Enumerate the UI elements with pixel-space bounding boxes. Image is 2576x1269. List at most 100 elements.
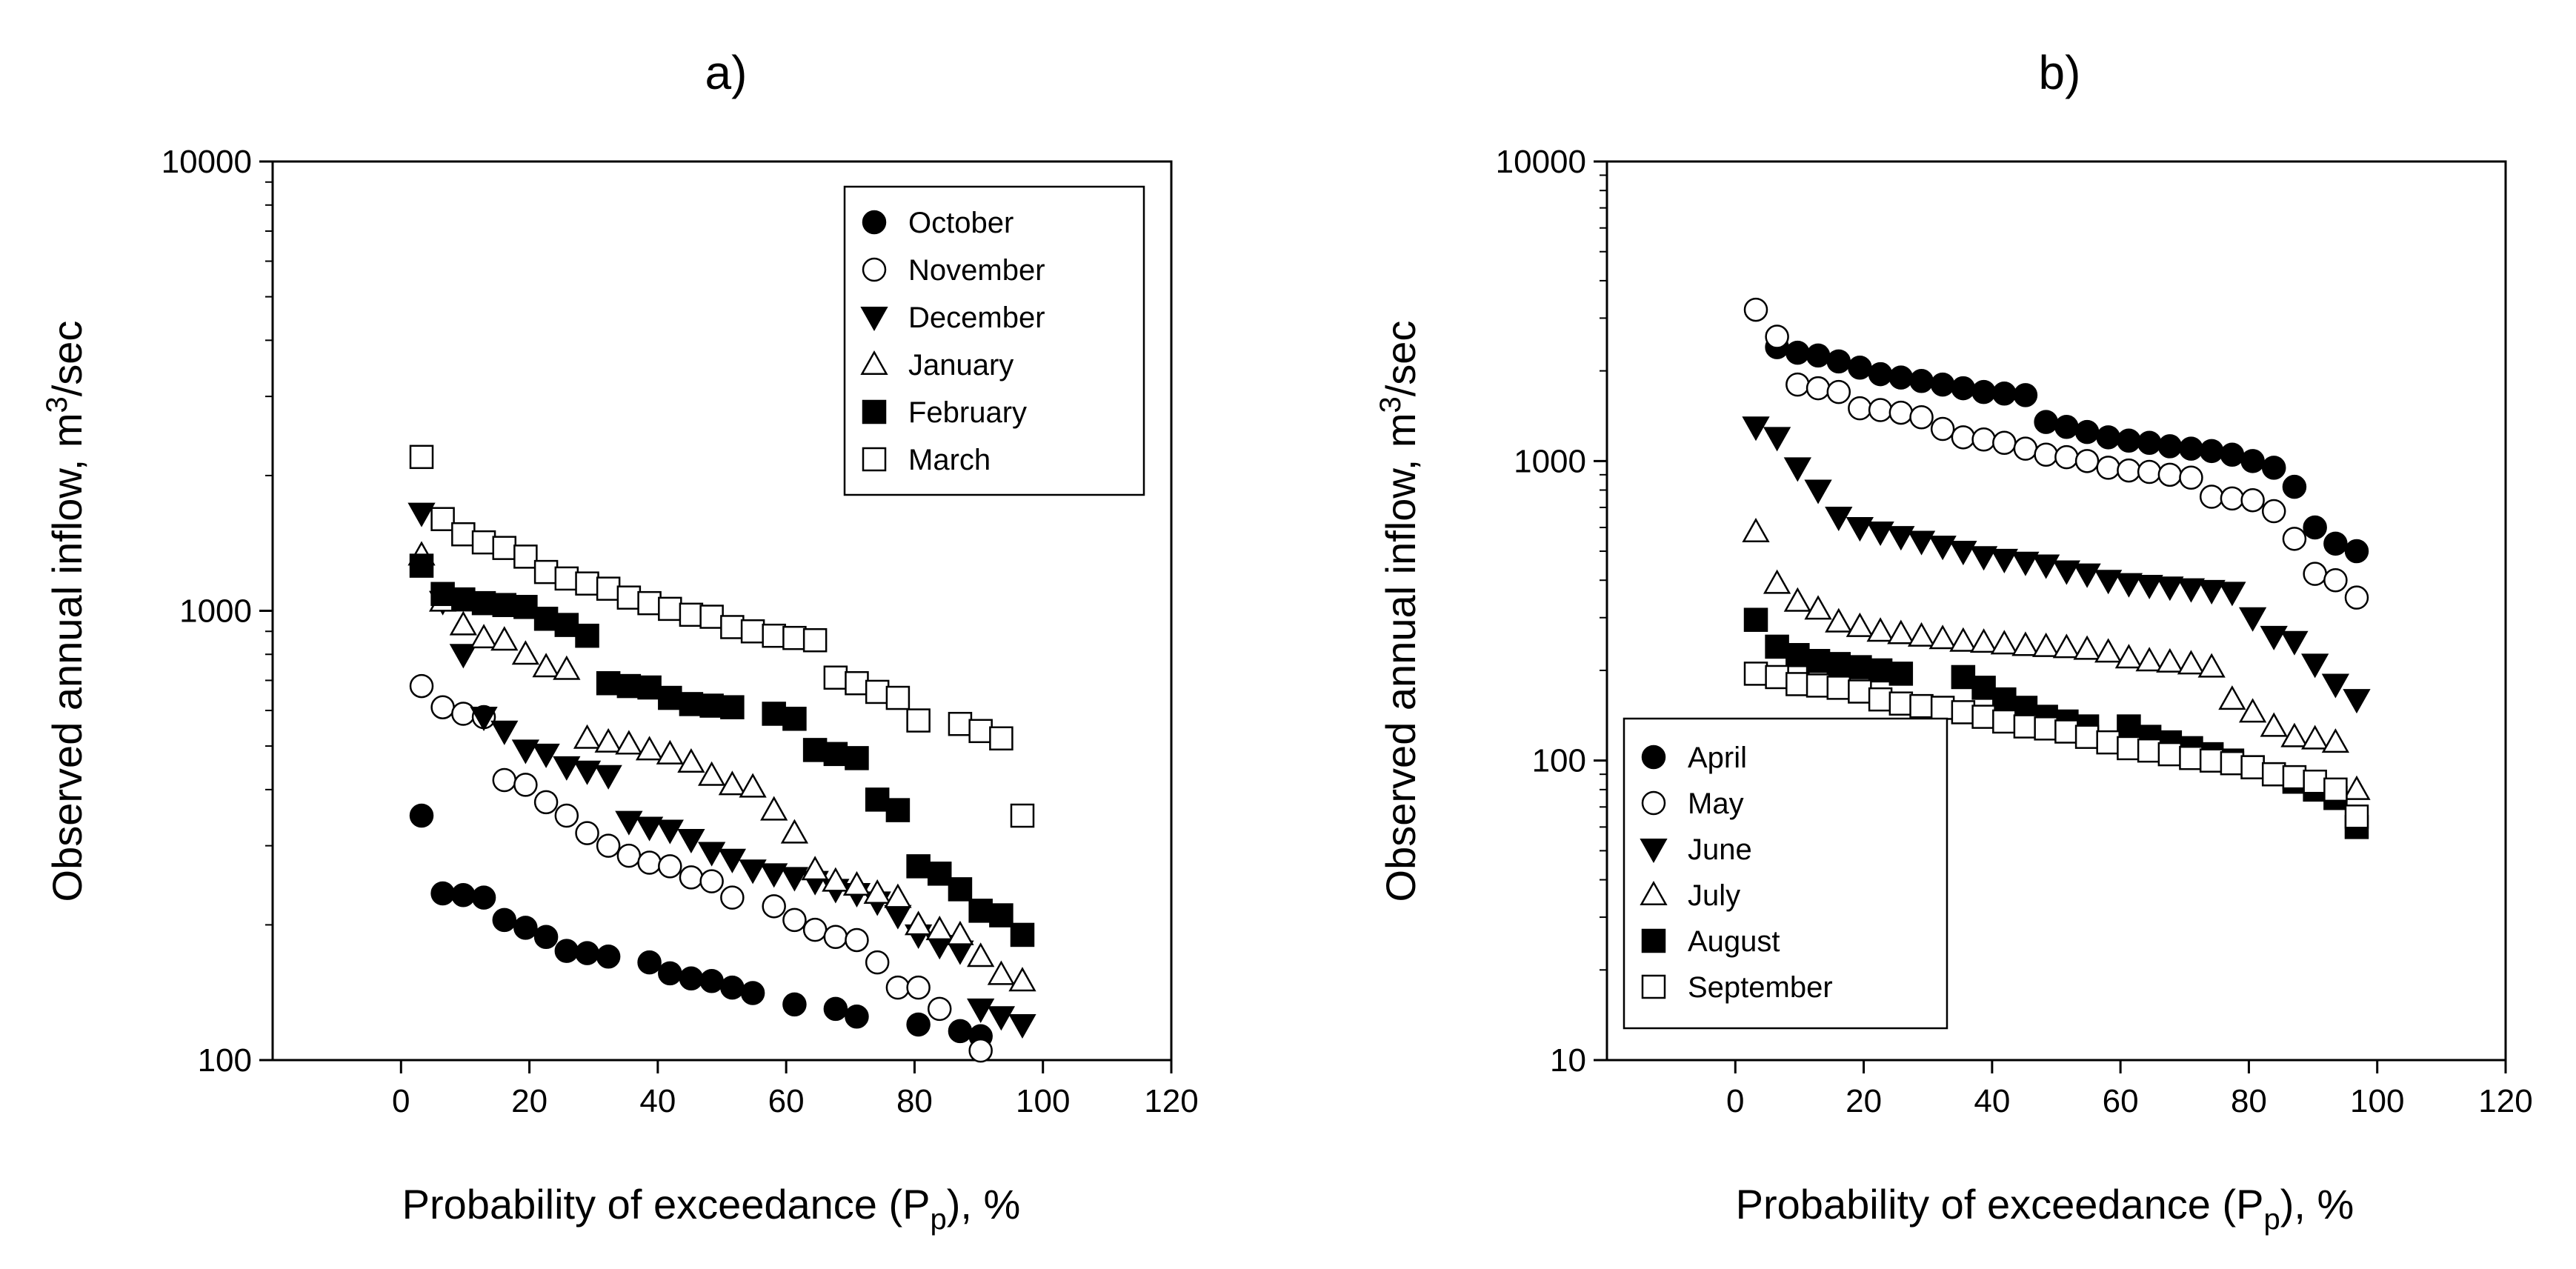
data-point bbox=[616, 585, 642, 610]
x-tick-label: 60 bbox=[2103, 1083, 2139, 1119]
data-point bbox=[1848, 679, 1872, 704]
x-tick-label: 0 bbox=[392, 1083, 410, 1119]
data-point bbox=[1992, 430, 2017, 456]
data-point bbox=[1990, 630, 2018, 655]
legend-marker-january bbox=[860, 350, 888, 375]
data-point bbox=[1868, 687, 1893, 712]
data-point bbox=[679, 602, 704, 627]
data-point bbox=[1909, 693, 1934, 719]
data-point bbox=[1785, 372, 1810, 397]
series-february bbox=[409, 553, 1035, 947]
data-point bbox=[2117, 714, 2141, 739]
data-point bbox=[492, 907, 517, 933]
data-point bbox=[948, 711, 973, 736]
data-point bbox=[697, 761, 726, 786]
data-point bbox=[1949, 627, 1977, 652]
data-point bbox=[967, 998, 995, 1023]
data-point bbox=[1825, 506, 1853, 532]
data-point bbox=[1848, 396, 1872, 421]
data-point bbox=[449, 610, 477, 636]
data-point bbox=[884, 883, 912, 908]
data-point bbox=[720, 615, 745, 639]
data-point bbox=[968, 1038, 993, 1063]
data-point bbox=[553, 756, 581, 781]
data-point bbox=[1826, 349, 1851, 374]
data-point bbox=[1765, 324, 1789, 349]
data-point bbox=[1785, 672, 1810, 696]
data-point bbox=[2094, 570, 2123, 595]
data-point bbox=[679, 692, 704, 716]
data-point bbox=[2117, 428, 2141, 453]
data-point bbox=[699, 869, 724, 893]
y-tick-label: 10000 bbox=[162, 144, 252, 180]
data-point bbox=[513, 544, 538, 569]
legend-label-december: December bbox=[908, 302, 1045, 334]
data-point bbox=[2096, 730, 2120, 755]
data-point bbox=[1785, 643, 1810, 667]
data-point bbox=[1928, 624, 1957, 650]
panel-a-data-points bbox=[407, 444, 1036, 1063]
data-point bbox=[2054, 415, 2079, 439]
data-point bbox=[2344, 539, 2369, 564]
x-tick-label: 40 bbox=[639, 1083, 676, 1119]
data-point bbox=[2074, 449, 2100, 473]
data-point bbox=[1805, 376, 1831, 401]
data-point bbox=[1868, 658, 1893, 683]
data-point bbox=[948, 1019, 973, 1044]
data-point bbox=[1866, 521, 1894, 547]
data-point bbox=[2197, 653, 2226, 678]
data-point bbox=[677, 828, 705, 854]
legend-marker-march bbox=[862, 447, 887, 472]
data-point bbox=[885, 975, 911, 1000]
data-point bbox=[1785, 340, 1810, 365]
data-point bbox=[1742, 416, 1770, 442]
data-point bbox=[575, 623, 599, 648]
data-point bbox=[407, 502, 436, 527]
data-point bbox=[1951, 376, 1976, 401]
x-tick-label: 0 bbox=[1726, 1083, 1744, 1119]
data-point bbox=[449, 644, 477, 669]
data-point bbox=[740, 619, 765, 644]
data-point bbox=[2137, 430, 2162, 456]
data-point bbox=[511, 739, 540, 765]
data-point bbox=[2321, 728, 2350, 753]
panel-a-y-ticks: 100 1000 10000 bbox=[162, 144, 273, 1079]
panel-b-title: b) bbox=[2039, 46, 2081, 99]
data-point bbox=[1804, 479, 1832, 504]
panel-a-x-ticks: 0 20 40 60 80 100 120 bbox=[392, 1060, 1199, 1119]
data-point bbox=[2031, 632, 2060, 657]
data-point bbox=[1888, 662, 1914, 686]
data-point bbox=[2282, 527, 2307, 551]
data-point bbox=[596, 944, 621, 969]
data-point bbox=[1783, 457, 1811, 482]
data-point bbox=[823, 996, 848, 1022]
data-point bbox=[490, 626, 519, 651]
data-point bbox=[720, 695, 745, 719]
y-tick-label: 10000 bbox=[1496, 144, 1586, 180]
data-point bbox=[2261, 456, 2286, 480]
data-point bbox=[2220, 486, 2245, 511]
data-point bbox=[513, 916, 538, 940]
data-point bbox=[1971, 676, 1996, 700]
data-point bbox=[1887, 526, 1915, 551]
data-point bbox=[906, 708, 931, 733]
series-october bbox=[409, 803, 993, 1049]
data-point bbox=[699, 968, 724, 993]
data-point bbox=[1008, 967, 1036, 992]
data-point bbox=[2323, 531, 2348, 556]
data-point bbox=[1848, 356, 1872, 380]
data-point bbox=[1763, 427, 1791, 452]
data-point bbox=[2156, 576, 2184, 602]
data-point bbox=[718, 848, 747, 873]
data-point bbox=[1928, 536, 1957, 561]
data-point bbox=[1992, 687, 2017, 712]
data-point bbox=[2096, 425, 2120, 450]
data-point bbox=[2114, 573, 2143, 598]
data-point bbox=[635, 736, 664, 761]
data-point bbox=[1930, 696, 1955, 720]
data-point bbox=[533, 925, 559, 949]
data-point bbox=[575, 941, 599, 965]
data-point bbox=[802, 627, 828, 653]
data-point bbox=[2073, 563, 2101, 588]
